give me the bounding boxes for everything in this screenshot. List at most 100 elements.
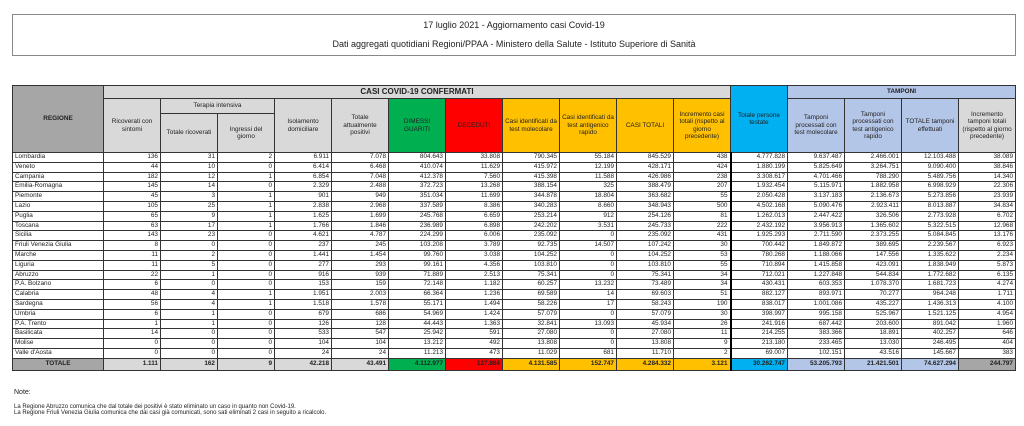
- region-cell: Umbria: [12, 308, 104, 320]
- value-cell: 235.092: [616, 230, 674, 242]
- header-col-12: Tamponi processati con test molecolare: [787, 98, 845, 153]
- value-cell: 11: [103, 259, 161, 271]
- value-cell: 1.424: [445, 308, 503, 320]
- value-cell: 410.074: [388, 161, 446, 173]
- value-cell: 1.078.370: [844, 279, 902, 291]
- value-cell: 544.834: [844, 269, 902, 281]
- value-cell: 1.521.125: [901, 308, 959, 320]
- value-cell: 1: [217, 200, 275, 212]
- value-cell: 143: [103, 230, 161, 242]
- value-cell: 712.021: [729, 269, 788, 281]
- value-cell: 1.262.013: [729, 210, 788, 222]
- table-row: Toscana 63 17 1 1.766 1.846 236.989 6.898 242.20…: [12, 220, 1016, 232]
- value-cell: 69.589: [502, 289, 560, 300]
- value-cell: 804.643: [388, 152, 446, 163]
- value-cell: 11.029: [502, 347, 560, 359]
- title-box: 17 luglio 2021 - Aggiornamento casi Covi…: [12, 14, 1016, 56]
- value-cell: 1.436.313: [901, 298, 959, 310]
- value-cell: 1.699: [331, 210, 389, 222]
- value-cell: 65: [103, 210, 161, 222]
- value-cell: 0: [160, 279, 218, 291]
- value-cell: 6.468: [331, 161, 389, 173]
- page-title: 17 luglio 2021 - Aggiornamento casi Covi…: [423, 20, 605, 30]
- value-cell: 45: [103, 191, 161, 202]
- header-col-0: Ricoverati con sintomi: [103, 98, 161, 153]
- value-cell: 412.378: [388, 171, 446, 183]
- value-cell: 2.488: [331, 181, 389, 193]
- table-row: Umbria 6 1 0 679 686 54.969 1.424 57.079 0 57.079 3…: [12, 308, 1016, 320]
- value-cell: 241.916: [729, 318, 788, 330]
- value-cell: 60.257: [502, 279, 560, 291]
- value-cell: 404: [958, 338, 1016, 349]
- value-cell: 103.810: [616, 259, 674, 271]
- value-cell: 12.968: [958, 220, 1016, 232]
- value-cell: 2.711.590: [787, 230, 845, 242]
- value-cell: 244.797: [958, 357, 1016, 371]
- value-cell: 0: [217, 318, 275, 330]
- value-cell: 388.479: [616, 181, 674, 193]
- table-row: Liguria 11 5 0 277 293 99.161 4.356 103.810 0 103.…: [12, 259, 1016, 271]
- value-cell: 325: [559, 181, 617, 193]
- value-cell: 2.838: [274, 200, 332, 212]
- value-cell: 203.600: [844, 318, 902, 330]
- value-cell: 3.038: [445, 249, 503, 261]
- value-cell: 0: [559, 269, 617, 281]
- value-cell: 22.306: [958, 181, 1016, 193]
- value-cell: 6.998.929: [901, 181, 959, 193]
- value-cell: 11: [103, 249, 161, 261]
- table-row: Marche 11 2 0 1.441 1.454 99.760 3.038 104.252 0 1…: [12, 249, 1016, 261]
- header-col-5: DIMESSI GUARITI: [388, 98, 446, 153]
- value-cell: 351.034: [388, 191, 446, 202]
- value-cell: 6: [103, 279, 161, 291]
- value-cell: 32.841: [502, 318, 560, 330]
- value-cell: 1.335.622: [901, 249, 959, 261]
- value-cell: 9: [673, 338, 731, 349]
- value-cell: 4.777.828: [729, 152, 788, 163]
- notes: Note: La Regione Abruzzo comunica che da…: [14, 389, 326, 416]
- value-cell: 6.006: [445, 230, 503, 242]
- region-cell: TOTALE: [12, 357, 104, 371]
- value-cell: 1.882.958: [844, 181, 902, 193]
- note-line: La Regione Abruzzo comunica che dal tota…: [14, 404, 296, 410]
- value-cell: 6.911: [274, 152, 332, 163]
- value-cell: 1.880.199: [729, 161, 788, 173]
- value-cell: 69.007: [729, 347, 788, 359]
- value-cell: 1: [217, 289, 275, 300]
- value-cell: 1.681.723: [901, 279, 959, 291]
- region-cell: Liguria: [12, 259, 104, 271]
- value-cell: 3.956.913: [787, 220, 845, 232]
- value-cell: 2.003: [331, 289, 389, 300]
- value-cell: 0: [217, 347, 275, 359]
- note-line: La Regione Friuli Venezia Giulia comunic…: [14, 410, 327, 416]
- value-cell: 102.151: [787, 347, 845, 359]
- value-cell: 500: [673, 200, 731, 212]
- region-cell: Friuli Venezia Giulia: [12, 240, 104, 251]
- value-cell: 145: [103, 181, 161, 193]
- value-cell: 182: [103, 171, 161, 183]
- value-cell: 4.131.585: [502, 357, 560, 371]
- value-cell: 6.923: [958, 240, 1016, 251]
- value-cell: 31: [160, 152, 218, 163]
- value-cell: 190: [673, 298, 731, 310]
- value-cell: 4.954: [958, 308, 1016, 320]
- value-cell: 11.710: [616, 347, 674, 359]
- value-cell: 1.766: [274, 220, 332, 232]
- value-cell: 0: [160, 338, 218, 349]
- value-cell: 2.136.673: [844, 191, 902, 202]
- value-cell: 4.284.332: [616, 357, 674, 371]
- value-cell: 8.013.887: [901, 200, 959, 212]
- value-cell: 1.415.858: [787, 259, 845, 271]
- value-cell: 0: [103, 338, 161, 349]
- value-cell: 10: [160, 161, 218, 173]
- value-cell: 12: [160, 171, 218, 183]
- value-cell: 237: [274, 240, 332, 251]
- value-cell: 0: [559, 338, 617, 349]
- value-cell: 383: [958, 347, 1016, 359]
- value-cell: 11.588: [559, 171, 617, 183]
- table-row: Emilia-Romagna 145 14 0 2.329 2.488 372.723 13.…: [12, 181, 1016, 193]
- value-cell: 5.873: [958, 259, 1016, 271]
- header-tamponi: TAMPONI: [787, 85, 1016, 99]
- value-cell: 0: [217, 230, 275, 242]
- value-cell: 17: [160, 220, 218, 232]
- value-cell: 0: [217, 240, 275, 251]
